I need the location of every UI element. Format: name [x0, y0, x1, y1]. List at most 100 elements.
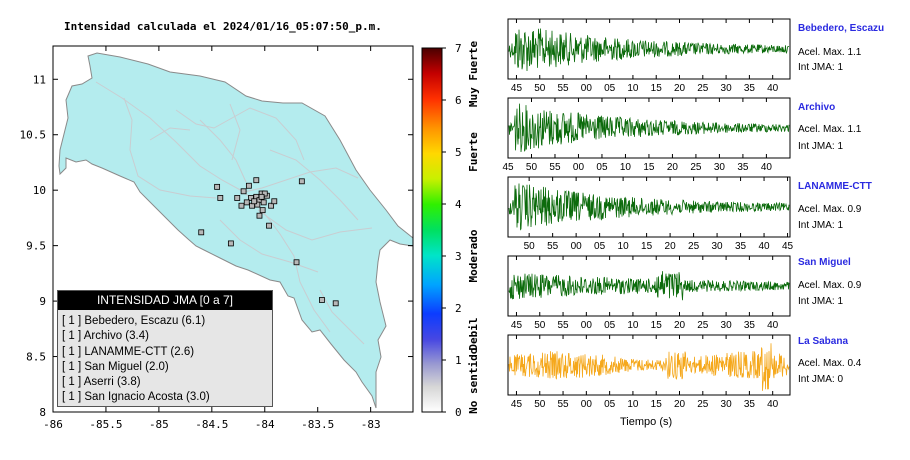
legend-item: [ 1 ] Archivo (3.4): [62, 330, 149, 343]
waveform-tick-label: 05: [596, 162, 608, 173]
waveform-panels: 45 50 55 00 05 10 15 20 25 30 35 40 45 50 55 00 05 10 15 20…: [502, 18, 794, 410]
station-marker: [251, 198, 258, 205]
colorbar-category-label: Fuerte: [467, 132, 480, 172]
trace-label-0: Bebedero, Escazu Acel. Max. 1.1 Int JMA:…: [798, 23, 884, 73]
station-marker: [254, 201, 261, 208]
time-axis-label: Tiempo (s): [620, 416, 673, 428]
waveform-tick-label: 40: [758, 241, 770, 252]
waveform-tick-label: 45: [511, 320, 523, 331]
waveform-tick-label: 10: [627, 399, 639, 410]
waveform-tick-label: 10: [627, 320, 639, 331]
colorbar-tick-label: 1: [455, 354, 462, 367]
waveform-tick-label: 10: [620, 162, 632, 173]
waveform-tick-label: 55: [547, 241, 559, 252]
colorbar-category-label: Debil: [467, 317, 480, 350]
map-x-tick-label: -84: [255, 418, 275, 431]
trace-intensity: Int JMA: 1: [798, 141, 844, 152]
waveform-tick-label: 40: [767, 320, 779, 331]
waveform-tick-label: 55: [557, 320, 569, 331]
waveform-trace: [508, 183, 790, 231]
station-marker: [234, 195, 241, 201]
station-marker: [259, 207, 266, 214]
waveform-trace: [508, 28, 790, 72]
trace-intensity: Int JMA: 1: [798, 62, 844, 73]
waveform-tick-label: 40: [761, 162, 773, 173]
waveform-tick-label: 20: [674, 399, 686, 410]
map-x-tick-label: -84.5: [195, 418, 228, 431]
map-y-tick-label: 10: [33, 184, 46, 197]
map-frame: [52, 45, 414, 413]
waveform-tick-label: 00: [581, 399, 593, 410]
trace-station-name: LANAMME-CTT: [798, 181, 872, 192]
waveform-tick-label: 10: [618, 241, 630, 252]
trace-station-name: Bebedero, Escazu: [798, 23, 885, 34]
map-panel: -86 -85.5 -85 -84.5 -84 -83.5 -83 8 8.5 9 9.5 10 10…: [20, 45, 414, 431]
legend-list: [ 1 ] Bebedero, Escazu (6.1) [ 1 ] Archi…: [58, 310, 272, 406]
waveform-tick-label: 25: [690, 162, 702, 173]
waveform-tick-label: 15: [651, 320, 663, 331]
waveform-tick-label: 30: [721, 320, 733, 331]
map-x-tick-label: -86: [43, 418, 63, 431]
colorbar-category-label: Moderado: [467, 229, 480, 282]
station-marker: [268, 202, 275, 209]
map-y-tick-label: 9.5: [26, 240, 46, 253]
waveform-panel: 45 50 55 00 05 10 15 20 25 30 35 40: [507, 255, 791, 331]
waveform-tick-label: 20: [667, 162, 679, 173]
waveform-tick-label: 55: [557, 83, 569, 94]
colorbar-ticks: 0 1 2 3 4 5 6 7: [442, 42, 462, 419]
map-title: Intensidad calculada el 2024/01/16_05:07…: [64, 20, 382, 33]
trace-acceleration: Acel. Max. 0.9: [798, 280, 862, 291]
waveform-tick-label: 15: [651, 399, 663, 410]
colorbar-tick-label: 2: [455, 302, 462, 315]
waveform-tick-label: 50: [534, 399, 546, 410]
waveform-tick-label: 40: [767, 83, 779, 94]
map-x-tick-label: -85.5: [89, 418, 122, 431]
waveform-frame: [507, 255, 791, 317]
map-x-ticks: -86 -85.5 -85 -84.5 -84 -83.5 -83: [43, 46, 381, 431]
waveform-tick-label: 35: [744, 320, 756, 331]
waveform-tick-label: 05: [604, 320, 616, 331]
waveform-tick-label: 05: [594, 241, 606, 252]
waveform-tick-label: 05: [604, 83, 616, 94]
waveform-tick-label: 15: [651, 83, 663, 94]
colorbar-tick-label: 6: [455, 94, 462, 107]
waveform-tick-label: 05: [604, 399, 616, 410]
waveform-trace: [508, 103, 790, 153]
map-y-ticks: 8 8.5 9 9.5 10 10.5 11: [20, 73, 413, 419]
station-marker: [245, 182, 252, 189]
waveform-tick-label: 15: [643, 162, 655, 173]
colorbar-tick-label: 3: [455, 250, 462, 263]
colorbar-tick-label: 0: [455, 406, 462, 419]
trace-acceleration: Acel. Max. 0.4: [798, 358, 862, 369]
colorbar-tick-label: 5: [455, 146, 462, 159]
trace-acceleration: Acel. Max. 1.1: [798, 47, 862, 58]
map-x-tick-label: -83.5: [301, 418, 334, 431]
waveform-tick-label: 55: [557, 399, 569, 410]
station-marker: [253, 177, 260, 184]
waveform-tick-label: 10: [627, 83, 639, 94]
waveform-tick-label: 35: [737, 162, 749, 173]
station-marker: [293, 259, 300, 266]
waveform-tick-label: 25: [697, 399, 709, 410]
waveform-tick-label: 45: [511, 399, 523, 410]
waveform-trace: [508, 271, 790, 301]
station-marker: [260, 199, 267, 206]
waveform-tick-label: 30: [712, 241, 724, 252]
map-y-tick-label: 8: [39, 406, 46, 419]
trace-label-2: LANAMME-CTT Acel. Max. 0.9 Int JMA: 1: [798, 181, 872, 231]
trace-label-3: San Miguel Acel. Max. 0.9 Int JMA: 1: [798, 257, 861, 307]
waveform-tick-label: 50: [524, 241, 536, 252]
station-marker: [271, 198, 278, 205]
station-marker: [266, 222, 272, 229]
waveform-tick-label: 50: [534, 320, 546, 331]
colorbar-tick-label: 7: [455, 42, 462, 55]
map-x-tick-label: -85: [149, 418, 169, 431]
station-marker: [238, 202, 245, 209]
trace-intensity: Int JMA: 0: [798, 374, 844, 385]
map-x-tick-label: -83: [361, 418, 381, 431]
trace-station-name: San Miguel: [798, 257, 851, 268]
waveform-tick-label: 15: [641, 241, 653, 252]
trace-station-name: Archivo: [798, 102, 836, 113]
